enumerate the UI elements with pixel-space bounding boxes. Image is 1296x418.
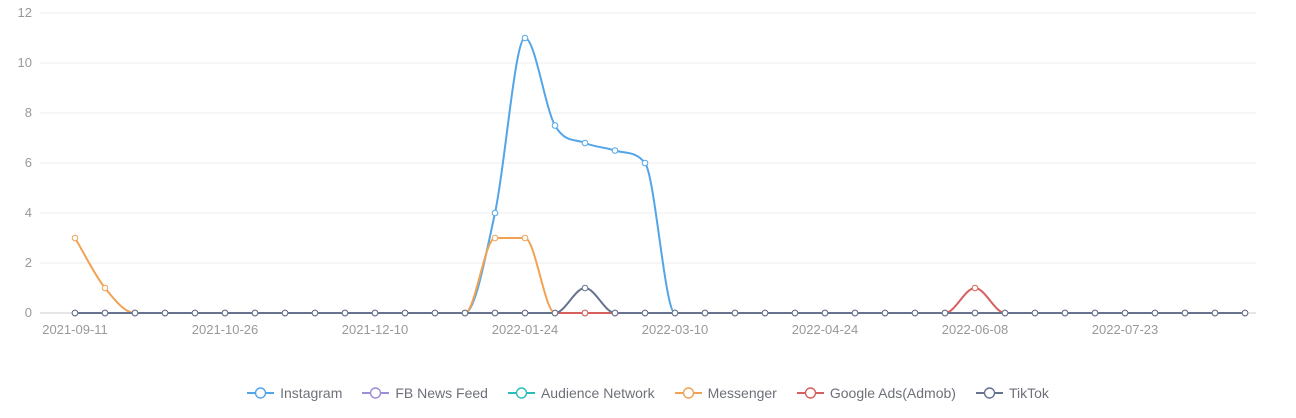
- data-point-tiktok[interactable]: [1001, 309, 1009, 317]
- data-point-tiktok[interactable]: [341, 309, 349, 317]
- legend-item-messenger[interactable]: Messenger: [665, 385, 787, 401]
- x-axis-label: 2021-12-10: [342, 322, 409, 337]
- y-axis-label: 6: [25, 155, 32, 170]
- data-point-tiktok[interactable]: [731, 309, 739, 317]
- data-point-tiktok[interactable]: [461, 309, 469, 317]
- x-axis-label: 2022-04-24: [792, 322, 859, 337]
- legend-line-marker-icon: [362, 387, 390, 399]
- data-point-instagram[interactable]: [521, 34, 529, 42]
- data-point-instagram[interactable]: [551, 122, 559, 129]
- data-point-tiktok[interactable]: [281, 309, 289, 317]
- data-point-instagram[interactable]: [491, 209, 499, 217]
- data-point-tiktok[interactable]: [641, 309, 649, 317]
- data-point-tiktok[interactable]: [311, 309, 319, 317]
- x-axis-label: 2022-07-23: [1092, 322, 1159, 337]
- data-point-tiktok[interactable]: [71, 309, 79, 317]
- series-line-tiktok[interactable]: [74, 287, 1246, 314]
- data-point-tiktok[interactable]: [431, 309, 439, 317]
- data-point-tiktok[interactable]: [941, 309, 949, 317]
- data-point-tiktok[interactable]: [371, 309, 379, 317]
- y-axis-label: 0: [25, 305, 32, 320]
- legend-label: FB News Feed: [395, 385, 488, 401]
- chart-legend: Instagram FB News Feed Audience Network Mes…: [0, 385, 1296, 401]
- legend-line-marker-icon: [975, 387, 1003, 399]
- data-point-tiktok[interactable]: [581, 284, 589, 292]
- legend-label: Messenger: [707, 385, 777, 401]
- legend-label: Google Ads(Admob): [829, 385, 956, 401]
- data-point-tiktok[interactable]: [821, 309, 829, 317]
- data-point-tiktok[interactable]: [881, 309, 889, 317]
- data-point-tiktok[interactable]: [1181, 309, 1189, 317]
- legend-item-google-ads-admob[interactable]: Google Ads(Admob): [787, 385, 966, 401]
- legend-line-marker-icon: [507, 387, 535, 399]
- x-axis-label: 2021-10-26: [192, 322, 259, 337]
- data-point-messenger[interactable]: [71, 234, 79, 242]
- data-point-tiktok[interactable]: [1121, 309, 1129, 317]
- data-point-google-ads-admob[interactable]: [971, 284, 979, 292]
- x-axis-label: 2022-03-10: [642, 322, 709, 337]
- y-axis-label: 10: [18, 55, 32, 70]
- data-point-messenger[interactable]: [101, 284, 109, 292]
- data-point-tiktok[interactable]: [101, 309, 109, 317]
- legend-item-instagram[interactable]: Instagram: [237, 385, 352, 401]
- data-point-tiktok[interactable]: [521, 309, 529, 317]
- x-axis-label: 2021-09-11: [42, 322, 108, 337]
- data-point-tiktok[interactable]: [131, 309, 139, 317]
- data-point-tiktok[interactable]: [1211, 309, 1219, 317]
- data-point-tiktok[interactable]: [1091, 309, 1099, 317]
- data-point-tiktok[interactable]: [971, 309, 979, 317]
- y-axis-label: 12: [18, 5, 32, 20]
- data-point-tiktok[interactable]: [401, 309, 409, 317]
- data-point-instagram[interactable]: [581, 139, 589, 147]
- legend-label: TikTok: [1008, 385, 1049, 401]
- x-axis-label: 2022-01-24: [492, 322, 559, 337]
- data-point-tiktok[interactable]: [1241, 309, 1249, 317]
- x-axis-label: 2022-06-08: [942, 322, 1009, 337]
- line-chart-canvas: 0 2 4 6 8 10 12 2021-09-11 2021-10-26 2021-12-10 2…: [18, 5, 1256, 337]
- series-line-instagram[interactable]: [74, 37, 1246, 314]
- legend-label: Audience Network: [540, 385, 655, 401]
- data-point-tiktok[interactable]: [221, 309, 229, 317]
- data-point-tiktok[interactable]: [491, 309, 499, 317]
- data-point-messenger[interactable]: [521, 234, 529, 242]
- legend-line-marker-icon: [796, 387, 824, 399]
- data-point-tiktok[interactable]: [1151, 309, 1159, 317]
- legend-item-tiktok[interactable]: TikTok: [966, 385, 1059, 401]
- data-point-tiktok[interactable]: [851, 309, 859, 317]
- data-point-tiktok[interactable]: [761, 309, 769, 317]
- y-axis-label: 4: [25, 205, 32, 220]
- data-point-tiktok[interactable]: [251, 309, 259, 317]
- data-point-google-ads-admob[interactable]: [581, 309, 589, 317]
- data-point-tiktok[interactable]: [551, 309, 559, 317]
- legend-item-fb-news-feed[interactable]: FB News Feed: [352, 385, 498, 401]
- data-point-tiktok[interactable]: [701, 309, 709, 317]
- data-point-tiktok[interactable]: [191, 309, 199, 317]
- y-axis-label: 8: [25, 105, 32, 120]
- data-point-tiktok[interactable]: [1031, 309, 1039, 317]
- data-point-tiktok[interactable]: [911, 309, 919, 317]
- legend-line-marker-icon: [247, 387, 275, 399]
- data-point-instagram[interactable]: [611, 147, 619, 154]
- data-point-tiktok[interactable]: [671, 309, 679, 317]
- legend-label: Instagram: [280, 385, 343, 401]
- data-point-instagram[interactable]: [641, 159, 649, 167]
- data-point-tiktok[interactable]: [611, 309, 619, 317]
- legend-line-marker-icon: [674, 387, 702, 399]
- data-point-tiktok[interactable]: [791, 309, 799, 317]
- series-line-google-ads-admob[interactable]: [74, 287, 1246, 314]
- data-point-tiktok[interactable]: [1061, 309, 1069, 317]
- data-point-tiktok[interactable]: [161, 309, 169, 317]
- legend-item-audience-network[interactable]: Audience Network: [498, 385, 665, 401]
- data-point-messenger[interactable]: [491, 234, 499, 242]
- y-axis-label: 2: [25, 255, 32, 270]
